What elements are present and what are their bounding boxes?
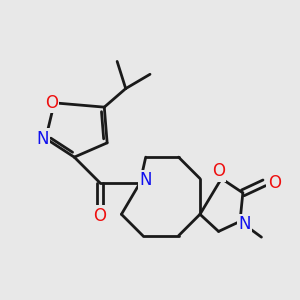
- Text: O: O: [45, 94, 58, 112]
- Text: N: N: [140, 171, 152, 189]
- Text: O: O: [94, 207, 106, 225]
- Text: O: O: [268, 174, 281, 192]
- Text: O: O: [212, 162, 225, 180]
- Text: N: N: [37, 130, 49, 148]
- Text: N: N: [238, 215, 250, 233]
